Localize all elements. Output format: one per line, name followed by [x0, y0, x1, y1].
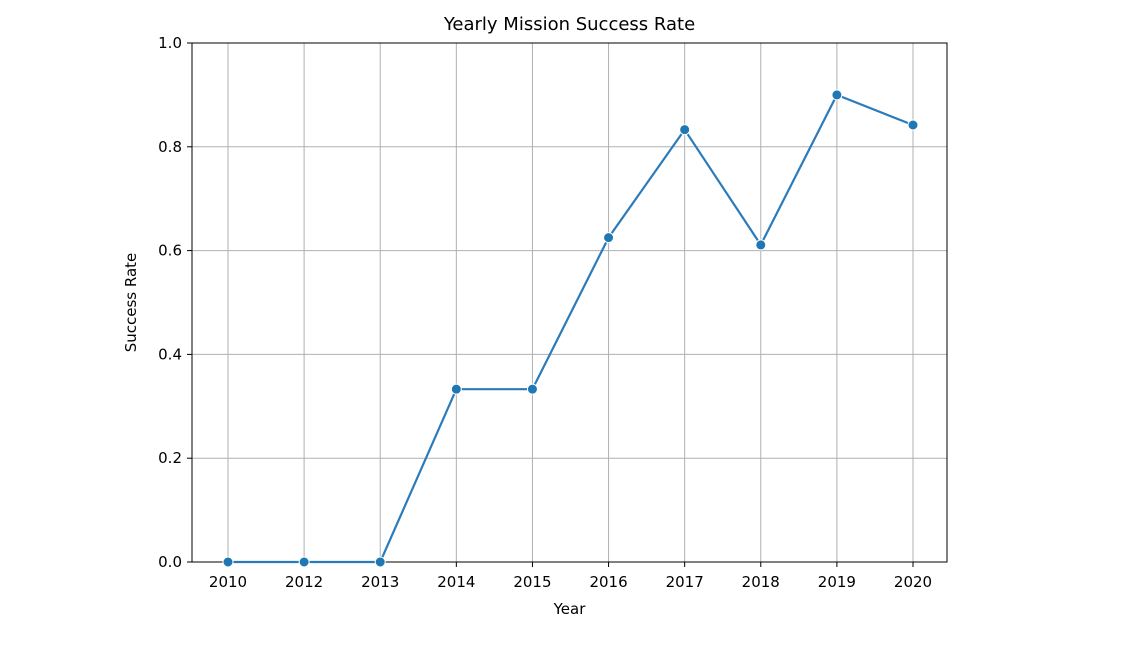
y-tick-label: 0.8	[158, 138, 182, 156]
y-tick-label: 0.6	[158, 242, 182, 260]
x-tick-label: 2015	[513, 573, 551, 591]
data-point	[298, 556, 310, 568]
chart-title: Yearly Mission Success Rate	[443, 14, 695, 35]
x-tick-label: 2017	[666, 573, 704, 591]
x-tick-label: 2014	[437, 573, 475, 591]
data-point	[526, 383, 538, 395]
y-tick-label: 0.2	[158, 449, 182, 467]
series-group	[222, 89, 919, 568]
y-tick-label: 0.0	[158, 553, 182, 571]
x-tick-label: 2020	[894, 573, 932, 591]
x-tick-label: 2010	[209, 573, 247, 591]
data-point	[831, 89, 843, 101]
series-line	[228, 93, 914, 564]
x-tick-label: 2013	[361, 573, 399, 591]
data-point	[907, 119, 919, 131]
y-tick-label: 0.4	[158, 345, 182, 363]
plot-area	[191, 42, 948, 563]
data-point	[450, 383, 462, 395]
x-axis-label: Year	[553, 600, 587, 618]
x-tick-label: 2016	[589, 573, 627, 591]
y-axis-label: Success Rate	[122, 253, 140, 353]
x-tick-label: 2018	[742, 573, 780, 591]
data-point	[374, 556, 386, 568]
axis-ticks: 2010 2012 2013 2014 2015 2016 2017 2018 2019 2020…	[158, 34, 932, 591]
y-tick-label: 1.0	[158, 34, 182, 52]
x-tick-label: 2019	[818, 573, 856, 591]
data-point	[755, 239, 767, 251]
grid	[192, 42, 947, 563]
data-point	[222, 556, 234, 568]
data-point	[603, 232, 615, 244]
data-point	[679, 124, 691, 136]
x-tick-label: 2012	[285, 573, 323, 591]
